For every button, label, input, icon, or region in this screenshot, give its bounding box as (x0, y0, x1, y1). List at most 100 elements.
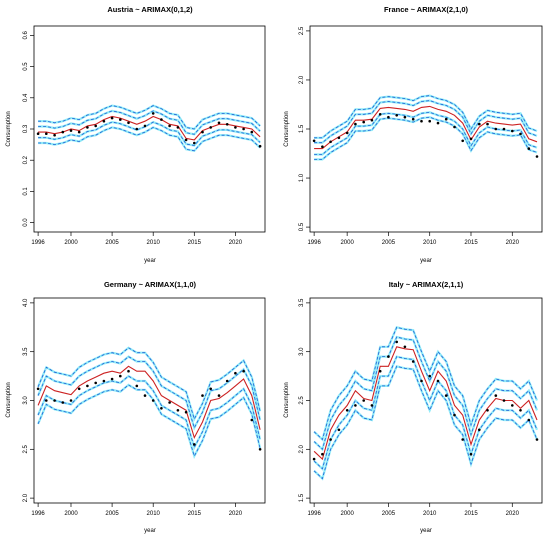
observed-point (45, 132, 48, 135)
observed-point (225, 123, 229, 126)
y-axis-label: Consumption (284, 111, 290, 146)
chart-title: Italy ~ ARIMAX(2,1,1) (389, 280, 464, 289)
x-tick-label: 2015 (188, 240, 202, 246)
observed-point (61, 130, 65, 134)
observed-point (77, 387, 81, 391)
observed-point (94, 381, 97, 385)
y-axis-label: Consumption (6, 111, 12, 146)
x-tick-label: 2010 (423, 511, 437, 517)
observed-point (511, 129, 514, 133)
observed-point (110, 116, 114, 120)
y-tick-label: 2.5 (299, 396, 305, 405)
band-outer-lower (38, 126, 261, 152)
observed-point (110, 377, 114, 381)
observed-point (494, 127, 498, 131)
y-tick-label: 0.4 (23, 93, 29, 102)
observed-point (519, 132, 522, 136)
observed-point (127, 369, 130, 373)
observed-point (242, 369, 245, 373)
observed-point (453, 125, 456, 129)
observed-point (461, 139, 465, 143)
x-tick-label: 2010 (147, 511, 161, 517)
y-axis-label: Consumption (284, 382, 290, 417)
observed-point (193, 443, 196, 446)
observed-point (321, 452, 324, 456)
chart-panel-2: France ~ ARIMAX(2,1,0) 1996 2000 2005 2010 20… (284, 5, 543, 264)
chart-panel-3: Germany ~ ARIMAX(1,1,0) 1996 2000 2005 2010 2… (6, 280, 266, 534)
observed-point (519, 409, 522, 412)
y-tick-label: 2.0 (23, 493, 29, 502)
observed-point (535, 155, 539, 158)
observed-point (461, 438, 465, 441)
observed-point (486, 122, 489, 126)
observed-point (395, 114, 399, 117)
observed-point (478, 428, 481, 432)
observed-point (61, 401, 65, 404)
y-tick-label: 1.5 (299, 493, 305, 502)
y-tick-label: 1.5 (299, 124, 305, 133)
observed-point (151, 112, 155, 115)
observed-point (135, 127, 139, 131)
observed-point (337, 136, 341, 140)
x-tick-label: 2020 (506, 240, 520, 246)
observed-point (209, 126, 212, 129)
band-outer-upper-halo (313, 326, 539, 442)
observed-point (234, 371, 237, 375)
observed-point (86, 126, 89, 129)
observed-point (444, 394, 448, 397)
observed-point (217, 121, 221, 125)
y-tick-label: 2.5 (23, 444, 29, 453)
observed-point (436, 379, 440, 383)
observed-point (135, 384, 139, 388)
observed-point (86, 384, 89, 388)
observed-point (176, 126, 180, 129)
observed-point (69, 129, 73, 132)
x-tick-label: 1996 (31, 511, 45, 517)
observed-point (444, 117, 448, 121)
band-inner-upper-halo (313, 335, 539, 452)
y-tick-label: 3.0 (23, 396, 29, 405)
observed-point (502, 399, 506, 402)
band-inner-lower-halo (313, 355, 539, 471)
observed-point (345, 131, 349, 135)
observed-point (511, 404, 514, 407)
observed-point (258, 448, 262, 451)
observed-point (436, 121, 440, 125)
observed-point (403, 345, 407, 349)
x-tick-label: 1996 (31, 240, 45, 246)
observed-point (362, 120, 366, 124)
observed-point (36, 132, 40, 135)
observed-point (184, 410, 188, 414)
observed-point (453, 413, 456, 417)
observed-point (127, 121, 130, 125)
observed-point (102, 119, 106, 123)
x-tick-label: 2015 (188, 511, 202, 517)
x-tick-label: 2010 (423, 240, 437, 246)
x-tick-label: 2020 (506, 511, 520, 517)
x-tick-label: 2020 (229, 511, 243, 517)
observed-point (411, 117, 415, 121)
observed-point (321, 145, 324, 148)
x-tick-label: 2005 (382, 240, 396, 246)
observed-point (209, 387, 212, 391)
plot-area (312, 94, 539, 161)
observed-point (234, 126, 237, 129)
y-tick-label: 0.1 (23, 187, 29, 196)
observed-point (184, 138, 188, 142)
observed-point (250, 130, 254, 134)
observed-point (354, 122, 357, 126)
chart-title: Germany ~ ARIMAX(1,1,0) (104, 280, 197, 289)
observed-point (469, 137, 473, 141)
y-tick-label: 0.3 (23, 124, 29, 133)
observed-point (337, 428, 341, 432)
observed-point (370, 404, 374, 407)
y-tick-label: 2.0 (299, 444, 305, 453)
observed-point (45, 399, 48, 402)
x-tick-label: 2005 (382, 511, 396, 517)
observed-point (428, 374, 432, 378)
observed-point (527, 147, 531, 150)
observed-point (119, 374, 122, 378)
band-inner-upper-halo (37, 355, 262, 431)
observed-point (143, 394, 147, 397)
y-tick-label: 2.5 (299, 26, 305, 35)
